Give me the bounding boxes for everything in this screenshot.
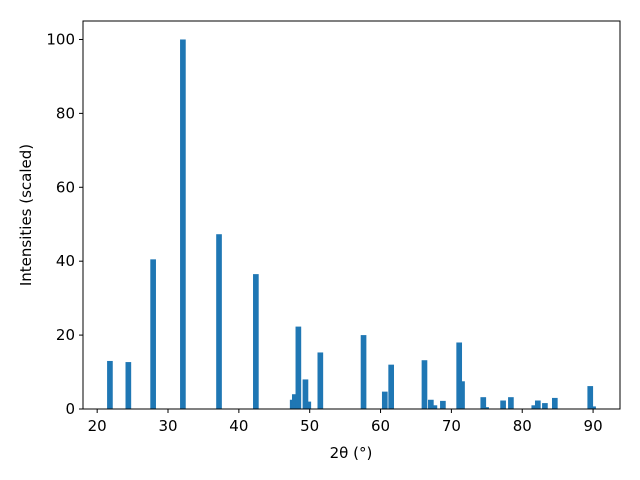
y-tick-label: 100 <box>46 30 75 48</box>
x-axis-label: 2θ (°) <box>330 444 373 462</box>
bar <box>428 399 434 409</box>
bar <box>216 234 222 409</box>
x-tick-label: 30 <box>158 417 177 435</box>
y-tick-label: 60 <box>56 178 75 196</box>
bar <box>456 342 463 409</box>
bar <box>125 362 132 409</box>
y-axis-label: Intensities (scaled) <box>17 144 35 286</box>
bar <box>360 335 367 409</box>
bar <box>531 405 538 409</box>
bar <box>534 400 541 409</box>
bar <box>381 391 388 409</box>
bar <box>480 397 487 409</box>
bar <box>440 400 446 409</box>
y-tick-label: 80 <box>56 104 75 122</box>
bar <box>590 406 596 409</box>
x-tick-label: 60 <box>371 417 390 435</box>
bar <box>150 259 156 409</box>
x-tick-label: 50 <box>300 417 319 435</box>
bar <box>483 407 489 409</box>
x-tick-label: 70 <box>442 417 461 435</box>
plot-frame <box>82 20 621 410</box>
bar <box>317 352 324 409</box>
bar <box>500 400 506 409</box>
y-tick-label: 0 <box>65 400 75 418</box>
bar <box>302 379 309 409</box>
bar <box>551 397 558 409</box>
bar <box>305 401 312 409</box>
bar <box>107 360 113 409</box>
x-tick-label: 20 <box>88 417 107 435</box>
bar <box>291 394 298 409</box>
bar <box>508 397 514 409</box>
bar <box>431 405 438 409</box>
y-tick-label: 20 <box>56 326 75 344</box>
bar <box>295 326 302 409</box>
x-tick-label: 40 <box>229 417 248 435</box>
bar <box>388 364 395 409</box>
x-tick-label: 80 <box>513 417 532 435</box>
bar <box>253 274 259 409</box>
bar <box>421 360 428 409</box>
x-tick-label: 90 <box>584 417 603 435</box>
bar <box>459 381 465 409</box>
y-tick-label: 40 <box>56 252 75 270</box>
bar <box>180 39 186 409</box>
bar <box>542 403 548 409</box>
bar <box>587 386 594 409</box>
